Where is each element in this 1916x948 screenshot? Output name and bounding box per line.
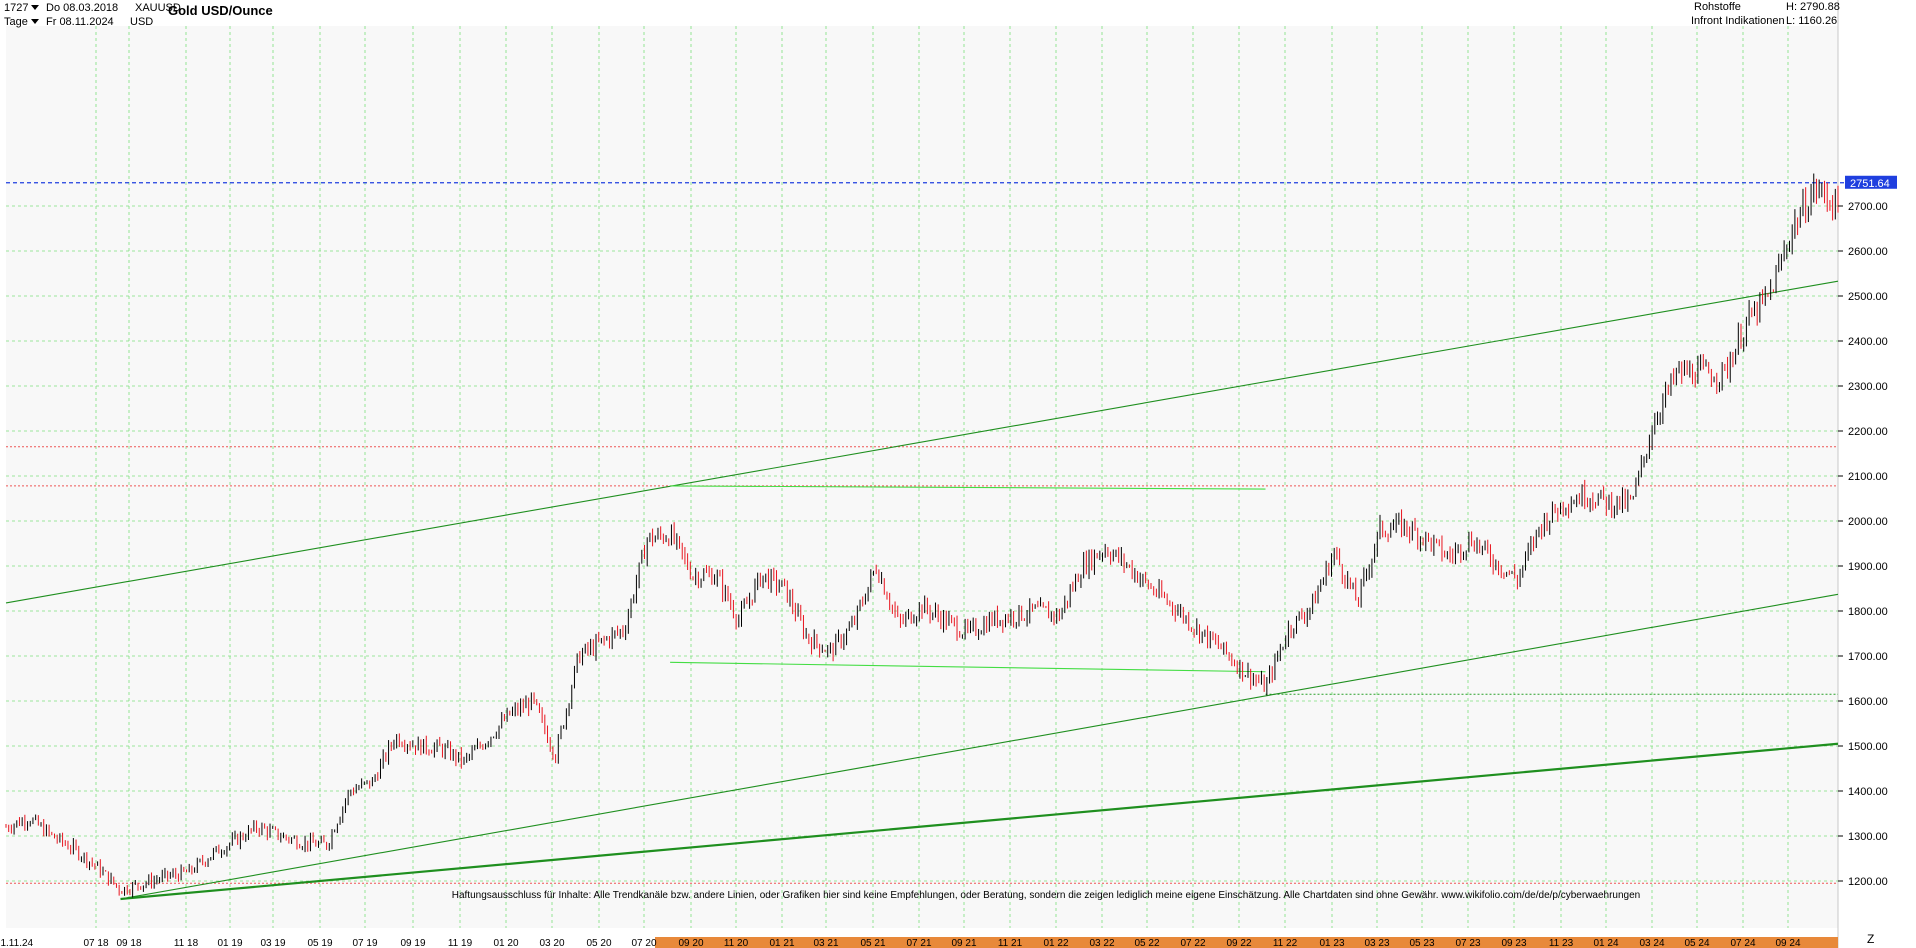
y-tick-label: 1200.00 [1848, 876, 1888, 888]
x-tick-label: 11 19 [448, 938, 473, 948]
x-tick-label: 03 22 [1089, 938, 1114, 948]
low-value: L: 1160.26 [1786, 15, 1838, 27]
horizontal-levels [6, 182, 1845, 884]
x-tick-label: 05 23 [1409, 938, 1434, 948]
x-tick-label: 11 20 [724, 938, 749, 948]
x-tick-label: 07 18 [83, 938, 108, 948]
y-tick-label: 2000.00 [1848, 516, 1888, 528]
x-tick-label: 01 19 [217, 938, 242, 948]
trendline [670, 485, 1266, 490]
x-tick-label: 01 23 [1319, 938, 1344, 948]
currency-label: USD [130, 16, 154, 28]
chevron-down-icon [31, 5, 40, 10]
plot-area [6, 26, 1838, 928]
x-axis: 01.11.24 07 18 09 18 11 18 01 19 03 19 05 19 07… [0, 937, 1838, 948]
high-value: H: 2790.88 [1786, 1, 1840, 13]
x-tick-label: 03 23 [1364, 938, 1389, 948]
date-from: Do 08.03.2018 [46, 2, 119, 14]
chevron-down-icon [30, 19, 39, 24]
category-label: Rohstoffe [1694, 1, 1741, 13]
trendlines [5, 280, 1839, 901]
trendline [5, 280, 1839, 604]
y-tick-label: 1400.00 [1848, 786, 1888, 798]
y-axis: 1200.00 1300.00 1400.00 1500.00 1600.00 1700.… [1838, 201, 1888, 888]
chart-title: Gold USD/Ounce [168, 3, 273, 18]
trendline [670, 661, 1266, 673]
x-tick-label: 07 22 [1180, 938, 1205, 948]
x-tick-label: 03 20 [539, 938, 564, 948]
x-tick-label: 07 24 [1730, 938, 1755, 948]
price-candles [5, 173, 1839, 898]
x-tick-label: 11 23 [1549, 938, 1574, 948]
symbol-label: XAUUSD [135, 2, 181, 14]
grid-lines [6, 26, 1838, 928]
y-tick-label: 1600.00 [1848, 696, 1888, 708]
x-tick-label: 09 23 [1501, 938, 1526, 948]
x-axis-highlight [655, 937, 1838, 948]
bar-count[interactable]: 1727 [4, 2, 42, 14]
y-tick-label: 2100.00 [1848, 471, 1888, 483]
date-to: Fr 08.11.2024 [46, 16, 114, 28]
trendline [120, 593, 1839, 900]
x-tick-label: 09 21 [951, 938, 976, 948]
disclaimer-text: Haftungsausschluss für Inhalte: Alle Tre… [452, 890, 1641, 901]
price-tag-label: 2751.64 [1850, 178, 1890, 190]
price-tag: 2751.64 [1845, 175, 1897, 190]
y-tick-label: 2200.00 [1848, 426, 1888, 438]
x-tick-label: 03 19 [260, 938, 285, 948]
x-tick-label: 03 24 [1639, 938, 1664, 948]
x-tick-label: 11 18 [174, 938, 199, 948]
y-tick-label: 2400.00 [1848, 336, 1888, 348]
x-tick-label: 01.11.24 [0, 938, 34, 948]
x-tick-label: 09 18 [116, 938, 141, 948]
source-label: Infront Indikationen [1691, 15, 1785, 27]
period-value: Tage [4, 16, 28, 28]
y-tick-label: 2500.00 [1848, 291, 1888, 303]
plot-shade [6, 0, 1839, 948]
x-tick-label: 11 22 [1273, 938, 1298, 948]
x-tick-label: 05 22 [1134, 938, 1159, 948]
x-tick-label: 07 20 [631, 938, 656, 948]
x-tick-label: 01 22 [1043, 938, 1068, 948]
x-tick-label: 09 22 [1226, 938, 1251, 948]
period-select[interactable]: Tage [4, 16, 42, 28]
y-tick-label: 1500.00 [1848, 741, 1888, 753]
x-tick-label: 09 20 [678, 938, 703, 948]
x-tick-label: 07 19 [352, 938, 377, 948]
bar-count-value: 1727 [4, 2, 29, 14]
corner-label: Z [1867, 932, 1874, 946]
x-tick-label: 09 24 [1775, 938, 1800, 948]
y-tick-label: 1800.00 [1848, 606, 1888, 618]
x-tick-label: 09 19 [400, 938, 425, 948]
x-tick-label: 07 21 [906, 938, 931, 948]
trendline [120, 742, 1839, 901]
y-tick-label: 2300.00 [1848, 381, 1888, 393]
y-tick-label: 2700.00 [1848, 201, 1888, 213]
y-tick-label: 1700.00 [1848, 651, 1888, 663]
x-tick-label: 05 19 [307, 938, 332, 948]
y-tick-label: 1300.00 [1848, 831, 1888, 843]
x-tick-label: 01 21 [769, 938, 794, 948]
x-tick-label: 11 21 [998, 938, 1023, 948]
x-tick-label: 01 20 [493, 938, 518, 948]
x-tick-label: 05 20 [586, 938, 611, 948]
x-tick-label: 07 23 [1455, 938, 1480, 948]
y-tick-label: 1900.00 [1848, 561, 1888, 573]
x-tick-label: 01 24 [1593, 938, 1618, 948]
x-tick-label: 05 24 [1684, 938, 1709, 948]
x-tick-label: 05 21 [860, 938, 885, 948]
y-tick-label: 2600.00 [1848, 246, 1888, 258]
x-tick-label: 03 21 [813, 938, 838, 948]
